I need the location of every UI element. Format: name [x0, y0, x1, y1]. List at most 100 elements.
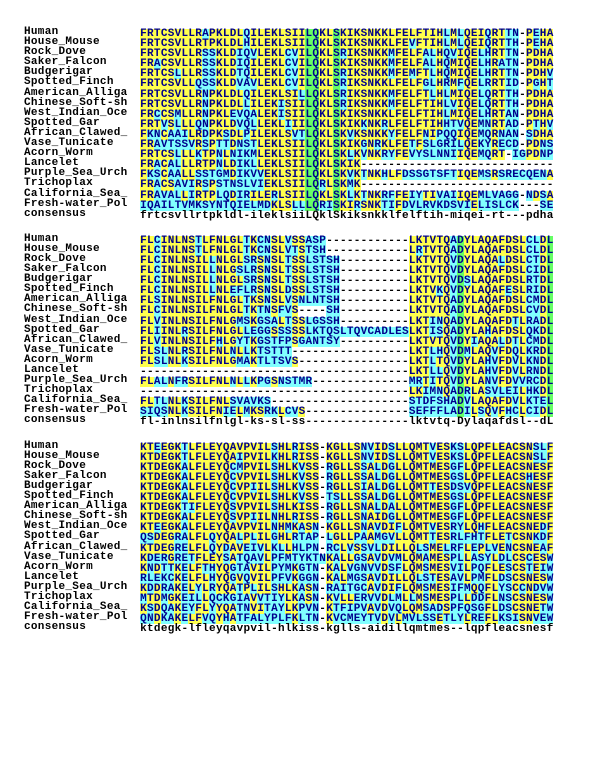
residue-cell: F: [388, 189, 395, 202]
residue-cell: a: [491, 416, 499, 429]
residue-cell: F: [208, 244, 216, 257]
residue-cell: S: [332, 98, 340, 111]
residue-cell: L: [146, 325, 154, 338]
residue-cell: V: [153, 335, 161, 348]
residue-cell: -: [374, 335, 382, 348]
residue-cell: E: [498, 532, 506, 545]
residue-cell: E: [532, 38, 540, 51]
residue-cell: I: [456, 68, 464, 81]
residue-cell: F: [140, 108, 147, 121]
residue-cell: G: [422, 78, 430, 91]
residue-cell: -: [353, 366, 361, 378]
residue-cell: F: [394, 522, 402, 535]
residue-cell: -: [374, 355, 382, 368]
residue-cell: L: [181, 98, 189, 111]
residue-cell: S: [332, 492, 340, 505]
residue-cell: L: [174, 406, 182, 419]
residue-cell: S: [408, 406, 416, 419]
residue-cell: I: [422, 386, 430, 399]
residue-cell: R: [250, 285, 258, 298]
residue-cell: D: [532, 68, 540, 81]
residue-cell: A: [422, 48, 430, 61]
residue-cell: -: [291, 366, 299, 378]
residue-cell: Q: [484, 345, 492, 358]
residue-cell: I: [298, 451, 306, 464]
residue-cell: K: [374, 118, 382, 131]
residue-cell: M: [236, 315, 244, 328]
residue-cell: K: [291, 522, 299, 535]
residue-cell: D: [539, 355, 547, 368]
residue-cell: I: [456, 169, 464, 182]
residue-cell: V: [188, 139, 196, 152]
sequence: KTDEGKALFLEYQCVPVILSHLKVSS-RGLLSSALDGLLQ…: [140, 471, 554, 484]
residue-cell: T: [346, 325, 354, 338]
residue-cell: K: [339, 139, 347, 152]
residue-cell: L: [174, 68, 182, 81]
residue-cell: M: [415, 552, 423, 565]
residue-cell: L: [277, 38, 285, 51]
residue-cell: T: [153, 118, 161, 131]
residue-cell: P: [243, 522, 251, 535]
residue-cell: -: [298, 366, 306, 378]
residue-cell: -: [443, 159, 450, 172]
residue-cell: A: [250, 108, 258, 121]
residue-cell: T: [422, 189, 430, 202]
residue-cell: E: [264, 48, 271, 61]
residue-cell: L: [284, 502, 292, 515]
residue-cell: Y: [463, 376, 471, 389]
residue-cell: D: [443, 199, 451, 212]
residue-cell: C: [512, 542, 519, 555]
residue-cell: L: [188, 451, 196, 464]
residue-cell: L: [339, 562, 347, 575]
residue-cell: I: [291, 169, 299, 182]
residue-cell: A: [367, 481, 375, 494]
residue-cell: T: [153, 68, 161, 81]
residue-cell: Q: [484, 234, 492, 247]
residue-cell: H: [436, 28, 444, 40]
residue-cell: S: [188, 234, 196, 247]
residue-cell: G: [229, 572, 237, 585]
residue-cell: E: [243, 199, 251, 212]
residue-cell: T: [532, 396, 540, 409]
residue-cell: L: [305, 98, 313, 111]
residue-cell: T: [512, 315, 519, 328]
residue-cell: E: [470, 28, 478, 40]
residue-cell: D: [512, 78, 519, 91]
residue-cell: L: [181, 159, 189, 172]
residue-cell: -: [333, 234, 340, 247]
residue-cell: A: [367, 512, 375, 525]
residue-cell: M: [346, 572, 354, 585]
residue-cell: R: [195, 108, 203, 121]
residue-cell: L: [408, 325, 416, 338]
residue-cell: N: [360, 451, 368, 464]
residue-cell: F: [195, 492, 203, 505]
residue-cell: E: [436, 461, 444, 474]
alignment-row: Lancelet FRACALLLRTPNLDIKLLEKLSIILQKLSKIK…: [24, 158, 600, 172]
residue-cell: L: [388, 78, 395, 91]
residue-cell: L: [374, 461, 382, 474]
residue-cell: M: [408, 68, 416, 81]
residue-cell: V: [429, 234, 437, 247]
residue-cell: S: [360, 48, 368, 61]
residue-cell: L: [202, 275, 209, 288]
residue-cell: I: [188, 592, 196, 605]
residue-cell: P: [477, 492, 485, 505]
residue-cell: S: [270, 285, 278, 298]
residue-cell: A: [332, 552, 340, 565]
residue-cell: -: [339, 265, 347, 278]
species-label: Chinese_Soft-sh: [24, 96, 128, 109]
residue-cell: -: [526, 416, 533, 429]
residue-cell: K: [339, 38, 347, 51]
residue-cell: E: [264, 108, 271, 121]
residue-cell: -: [346, 366, 354, 378]
residue-cell: R: [195, 38, 203, 51]
residue-cell: S: [512, 275, 519, 288]
residue-cell: i: [457, 209, 464, 222]
residue-cell: L: [208, 254, 216, 267]
residue-cell: K: [243, 169, 251, 182]
residue-cell: M: [429, 471, 437, 484]
residue-cell: M: [429, 592, 437, 605]
residue-cell: A: [450, 315, 457, 328]
residue-cell: P: [525, 68, 533, 81]
residue-cell: G: [229, 254, 237, 267]
